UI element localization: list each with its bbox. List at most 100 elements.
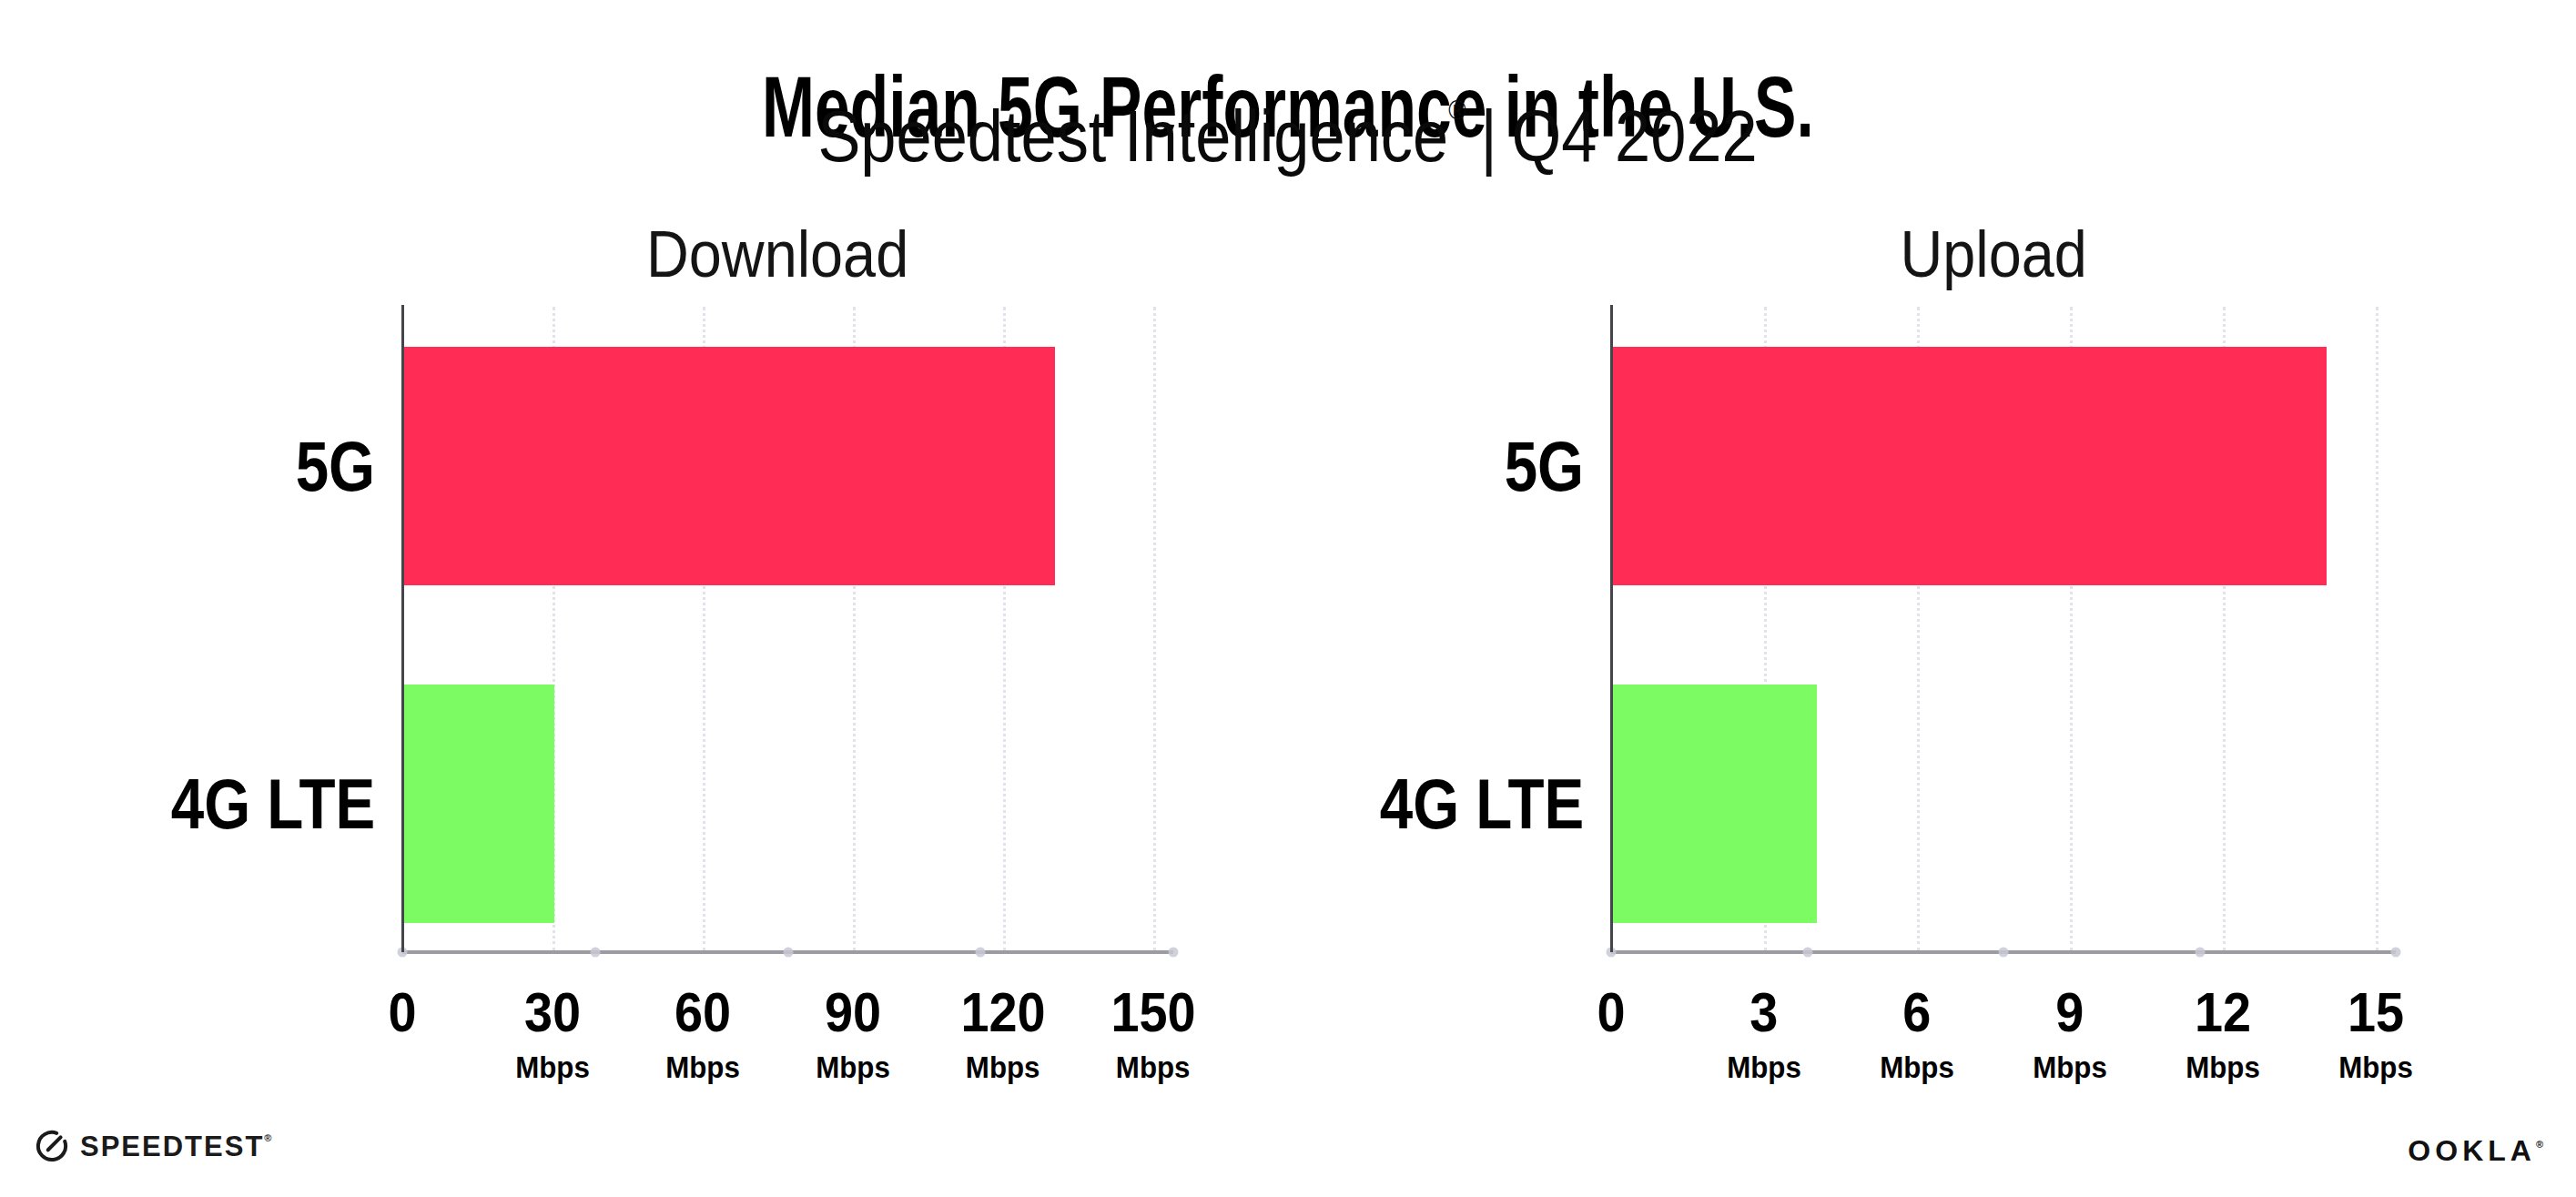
axis-dot bbox=[976, 948, 986, 958]
x-tick-value: 0 bbox=[1596, 984, 1627, 1040]
speedtest-gauge-icon bbox=[35, 1129, 69, 1163]
x-axis-baseline bbox=[1611, 950, 2396, 954]
ookla-logo-label: OOKLA bbox=[2408, 1134, 2536, 1167]
x-tick-value-text: 0 bbox=[388, 984, 416, 1040]
x-tick: 0 bbox=[387, 984, 418, 1040]
category-label: 4G LTE bbox=[132, 768, 375, 839]
x-tick: 30 Mbps bbox=[512, 984, 593, 1082]
chart-panel-title-text: Upload bbox=[1900, 221, 2086, 287]
gridline bbox=[1153, 307, 1156, 951]
ookla-logo: OOKLA® bbox=[2408, 1136, 2543, 1165]
x-tick-value: 6 bbox=[1877, 984, 1958, 1040]
x-tick-value: 150 bbox=[1106, 984, 1200, 1040]
x-tick-unit-text: Mbps bbox=[665, 1051, 740, 1082]
speedtest-trademark: ® bbox=[264, 1132, 271, 1143]
x-tick-unit-text: Mbps bbox=[2186, 1051, 2260, 1082]
x-tick-value-text: 12 bbox=[2195, 984, 2251, 1040]
x-tick: 60 Mbps bbox=[663, 984, 744, 1082]
bar-5g bbox=[1613, 347, 2327, 585]
x-tick-value-text: 0 bbox=[1597, 984, 1625, 1040]
bar-4g-lte bbox=[1613, 685, 1817, 923]
x-tick-unit: Mbps bbox=[1724, 1051, 1805, 1082]
x-tick-unit: Mbps bbox=[1877, 1051, 1958, 1082]
x-tick-unit: Mbps bbox=[2336, 1051, 2417, 1082]
axis-dot bbox=[590, 948, 600, 958]
x-tick-value-text: 120 bbox=[960, 984, 1045, 1040]
x-tick-value-text: 90 bbox=[825, 984, 881, 1040]
subtitle-brand: Speedtest Intelligence bbox=[818, 96, 1449, 177]
x-tick-unit-text: Mbps bbox=[1727, 1051, 1801, 1082]
speedtest-logo-label: SPEEDTEST® bbox=[80, 1132, 271, 1161]
category-label-text: 5G bbox=[296, 431, 375, 502]
x-tick: 6 Mbps bbox=[1877, 984, 1958, 1082]
x-tick-unit-text: Mbps bbox=[816, 1051, 890, 1082]
bar-5g bbox=[404, 347, 1055, 585]
x-tick-value: 90 bbox=[813, 984, 894, 1040]
category-label: 5G bbox=[1489, 431, 1584, 502]
x-tick-value: 0 bbox=[387, 984, 418, 1040]
category-label-text: 4G LTE bbox=[171, 768, 375, 839]
category-label: 5G bbox=[280, 431, 375, 502]
x-tick-value: 12 bbox=[2183, 984, 2264, 1040]
axis-dot bbox=[2195, 948, 2205, 958]
x-tick-value-text: 60 bbox=[674, 984, 731, 1040]
x-tick: 120 Mbps bbox=[956, 984, 1050, 1082]
x-tick-value: 60 bbox=[663, 984, 744, 1040]
subtitle-separator: | bbox=[1466, 96, 1512, 177]
subtitle-period: Q4 2022 bbox=[1512, 96, 1758, 177]
x-tick-unit-text: Mbps bbox=[515, 1051, 590, 1082]
category-label: 4G LTE bbox=[1341, 768, 1584, 839]
x-tick: 0 bbox=[1596, 984, 1627, 1040]
x-tick-unit-text: Mbps bbox=[2033, 1051, 2107, 1082]
x-tick: 150 Mbps bbox=[1106, 984, 1200, 1082]
x-tick-value-text: 15 bbox=[2348, 984, 2404, 1040]
category-label-text: 4G LTE bbox=[1380, 768, 1584, 839]
x-tick-value-text: 6 bbox=[1902, 984, 1931, 1040]
x-tick-value-text: 30 bbox=[524, 984, 581, 1040]
gridline bbox=[2376, 307, 2378, 951]
x-tick-unit-text: Mbps bbox=[1880, 1051, 1954, 1082]
x-tick-unit-text: Mbps bbox=[1116, 1051, 1191, 1082]
x-tick-unit: Mbps bbox=[663, 1051, 744, 1082]
x-tick: 90 Mbps bbox=[813, 984, 894, 1082]
speedtest-logo: SPEEDTEST® bbox=[35, 1129, 271, 1163]
x-tick-unit-text: Mbps bbox=[966, 1051, 1040, 1082]
bar-4g-lte bbox=[404, 685, 554, 923]
x-tick-value: 15 bbox=[2336, 984, 2417, 1040]
chart-panel-title-text: Download bbox=[646, 221, 908, 287]
y-axis-line bbox=[401, 305, 404, 952]
axis-dot bbox=[783, 948, 793, 958]
x-tick-value: 3 bbox=[1724, 984, 1805, 1040]
category-label-text: 5G bbox=[1505, 431, 1584, 502]
x-tick-value-text: 9 bbox=[2055, 984, 2084, 1040]
x-tick-unit: Mbps bbox=[2030, 1051, 2111, 1082]
y-axis-line bbox=[1610, 305, 1613, 952]
x-tick: 12 Mbps bbox=[2183, 984, 2264, 1082]
x-tick-unit: Mbps bbox=[956, 1051, 1050, 1082]
x-tick-unit: Mbps bbox=[512, 1051, 593, 1082]
ookla-trademark: ® bbox=[2536, 1139, 2543, 1150]
download-chart-panel: Download5G4G LTE030Mbps60Mbps90Mbps120Mb… bbox=[402, 305, 1153, 951]
x-tick: 15 Mbps bbox=[2336, 984, 2417, 1082]
x-tick-unit: Mbps bbox=[2183, 1051, 2264, 1082]
plot-area: 5G4G LTE030Mbps60Mbps90Mbps120Mbps150Mbp… bbox=[402, 305, 1153, 951]
registered-mark: ® bbox=[1449, 95, 1466, 125]
x-tick-value: 30 bbox=[512, 984, 593, 1040]
x-axis-baseline bbox=[402, 950, 1173, 954]
x-tick-unit: Mbps bbox=[813, 1051, 894, 1082]
plot-area: 5G4G LTE03Mbps6Mbps9Mbps12Mbps15Mbps bbox=[1611, 305, 2376, 951]
axis-dot bbox=[2391, 948, 2401, 958]
chart-panel-title: Upload bbox=[1611, 221, 2376, 287]
axis-dot bbox=[1802, 948, 1812, 958]
x-tick-unit: Mbps bbox=[1106, 1051, 1200, 1082]
x-tick-unit-text: Mbps bbox=[2338, 1051, 2413, 1082]
x-tick-value: 120 bbox=[956, 984, 1050, 1040]
chart-figure: Median 5G Performance in the U.S. Speedt… bbox=[0, 0, 2576, 1197]
chart-panel-title: Download bbox=[402, 221, 1153, 287]
x-tick-value-text: 150 bbox=[1111, 984, 1195, 1040]
x-tick-value-text: 3 bbox=[1749, 984, 1778, 1040]
upload-chart-panel: Upload5G4G LTE03Mbps6Mbps9Mbps12Mbps15Mb… bbox=[1611, 305, 2376, 951]
page-subtitle: Speedtest Intelligence®|Q4 2022 bbox=[0, 95, 2576, 178]
x-tick: 3 Mbps bbox=[1724, 984, 1805, 1082]
axis-dot bbox=[1999, 948, 2009, 958]
